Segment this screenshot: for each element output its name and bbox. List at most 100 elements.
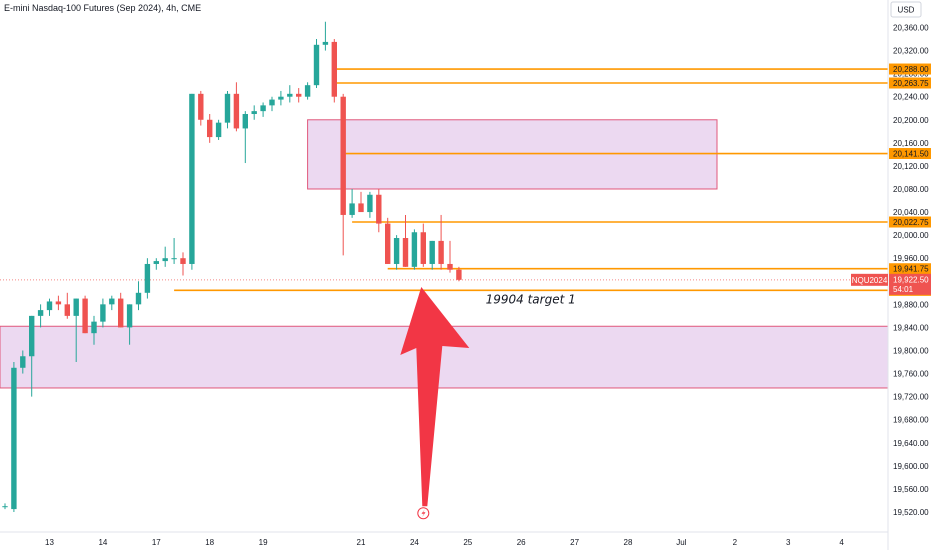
last-price-tag [889,273,931,295]
countdown-text: 54:01 [893,285,914,294]
candle-body [385,223,391,264]
candle-body [100,304,106,322]
level-price-text-4: 19,941.75 [893,265,929,274]
candle-16 [144,258,151,299]
x-tick-label-5: 19 [259,538,268,547]
last-price-text: 19,922.50 [893,275,929,284]
candle-18 [162,246,168,267]
candle-body [411,232,418,267]
candle-body [438,240,444,264]
candle-51 [456,266,462,282]
candle-body [367,194,373,213]
x-tick-label-12: Jul [676,538,686,547]
candle-17 [153,258,159,270]
candle-body [2,506,8,508]
level-price-text-3: 20,022.75 [893,218,929,227]
candle-body [322,41,329,45]
candle-12 [109,295,115,311]
candle-40 [358,191,364,213]
y-tick-label-12: 19,880.00 [893,300,929,309]
candle-30 [269,96,275,112]
candle-body [331,41,337,97]
candle-body [20,356,26,368]
x-tick-label-4: 18 [205,538,214,547]
candle-body [29,315,35,357]
y-tick-label-18: 19,640.00 [893,439,929,448]
x-tick-label-3: 17 [152,538,161,547]
candle-44 [393,235,400,270]
candle-41 [367,191,373,218]
candle-11 [100,298,106,328]
currency-label: USD [898,6,915,15]
candle-body [73,298,79,316]
candle-body [376,194,382,224]
candle-37 [331,39,337,103]
y-tick-label-14: 19,800.00 [893,346,929,355]
candle-27 [242,111,248,164]
chart-title: E-mini Nasdaq-100 Futures (Sep 2024), 4h… [4,3,202,13]
candle-7 [64,292,70,319]
currency-box [890,1,922,18]
x-tick-label-13: 2 [733,538,738,547]
candle-9 [82,295,88,334]
candle-5 [46,298,53,316]
y-tick-label-21: 19,520.00 [893,508,929,517]
x-tick-label-7: 24 [410,538,419,547]
candle-25 [224,90,231,129]
candle-50 [447,240,453,273]
candle-42 [376,188,382,233]
x-tick-label-6: 21 [357,538,366,547]
level-price-tag-2 [889,148,931,160]
candle-body [260,105,266,112]
x-tick-label-11: 28 [624,538,633,547]
candle-33 [296,88,302,103]
candle-body [135,292,142,305]
candle-body [162,258,168,262]
price-labels-layer: 20,288.00 20,263.75 20,141.50 20,022.75 19,9… [851,63,931,296]
x-tick-label-14: 3 [786,538,791,547]
candle-body [233,93,240,129]
candle-48 [429,240,435,270]
y-tick-label-20: 19,560.00 [893,485,929,494]
candle-body [82,298,88,334]
candle-29 [260,102,266,117]
candle-39 [349,188,355,218]
level-price-text-1: 20,263.75 [893,79,929,88]
annotation-layer: 19904 target 1 [486,293,576,307]
candle-body [91,321,97,334]
candle-24 [215,119,222,140]
y-tick-label-7: 20,080.00 [893,185,929,194]
zones-layer [0,119,889,389]
candle-36 [322,21,329,51]
candle-body [358,203,364,213]
candle-6 [55,295,62,311]
level-price-tag-0 [889,63,931,75]
candle-body [278,96,284,100]
candle-0 [2,503,8,510]
candle-body [429,240,435,264]
candle-2 [20,350,26,374]
candle-body [189,93,195,264]
level-price-text-0: 20,288.00 [893,65,929,74]
candle-10 [91,315,97,345]
y-tick-label-16: 19,720.00 [893,393,929,402]
level-price-text-2: 20,141.50 [893,150,929,159]
candle-21 [189,93,195,270]
y-tick-label-19: 19,600.00 [893,462,929,471]
candle-8 [73,298,79,363]
candle-23 [207,114,213,143]
ticker-text: NQU2024 [852,276,888,285]
candle-body [109,298,115,305]
y-tick-label-6: 20,120.00 [893,162,929,171]
candle-46 [411,229,418,270]
candle-body [207,119,213,138]
y-tick-label-17: 19,680.00 [893,416,929,425]
candle-13 [118,292,124,328]
candle-49 [438,214,444,270]
candle-body [171,258,177,260]
candle-body [118,298,124,328]
candle-body [11,367,17,510]
candle-47 [420,223,426,267]
candle-body [144,263,151,293]
